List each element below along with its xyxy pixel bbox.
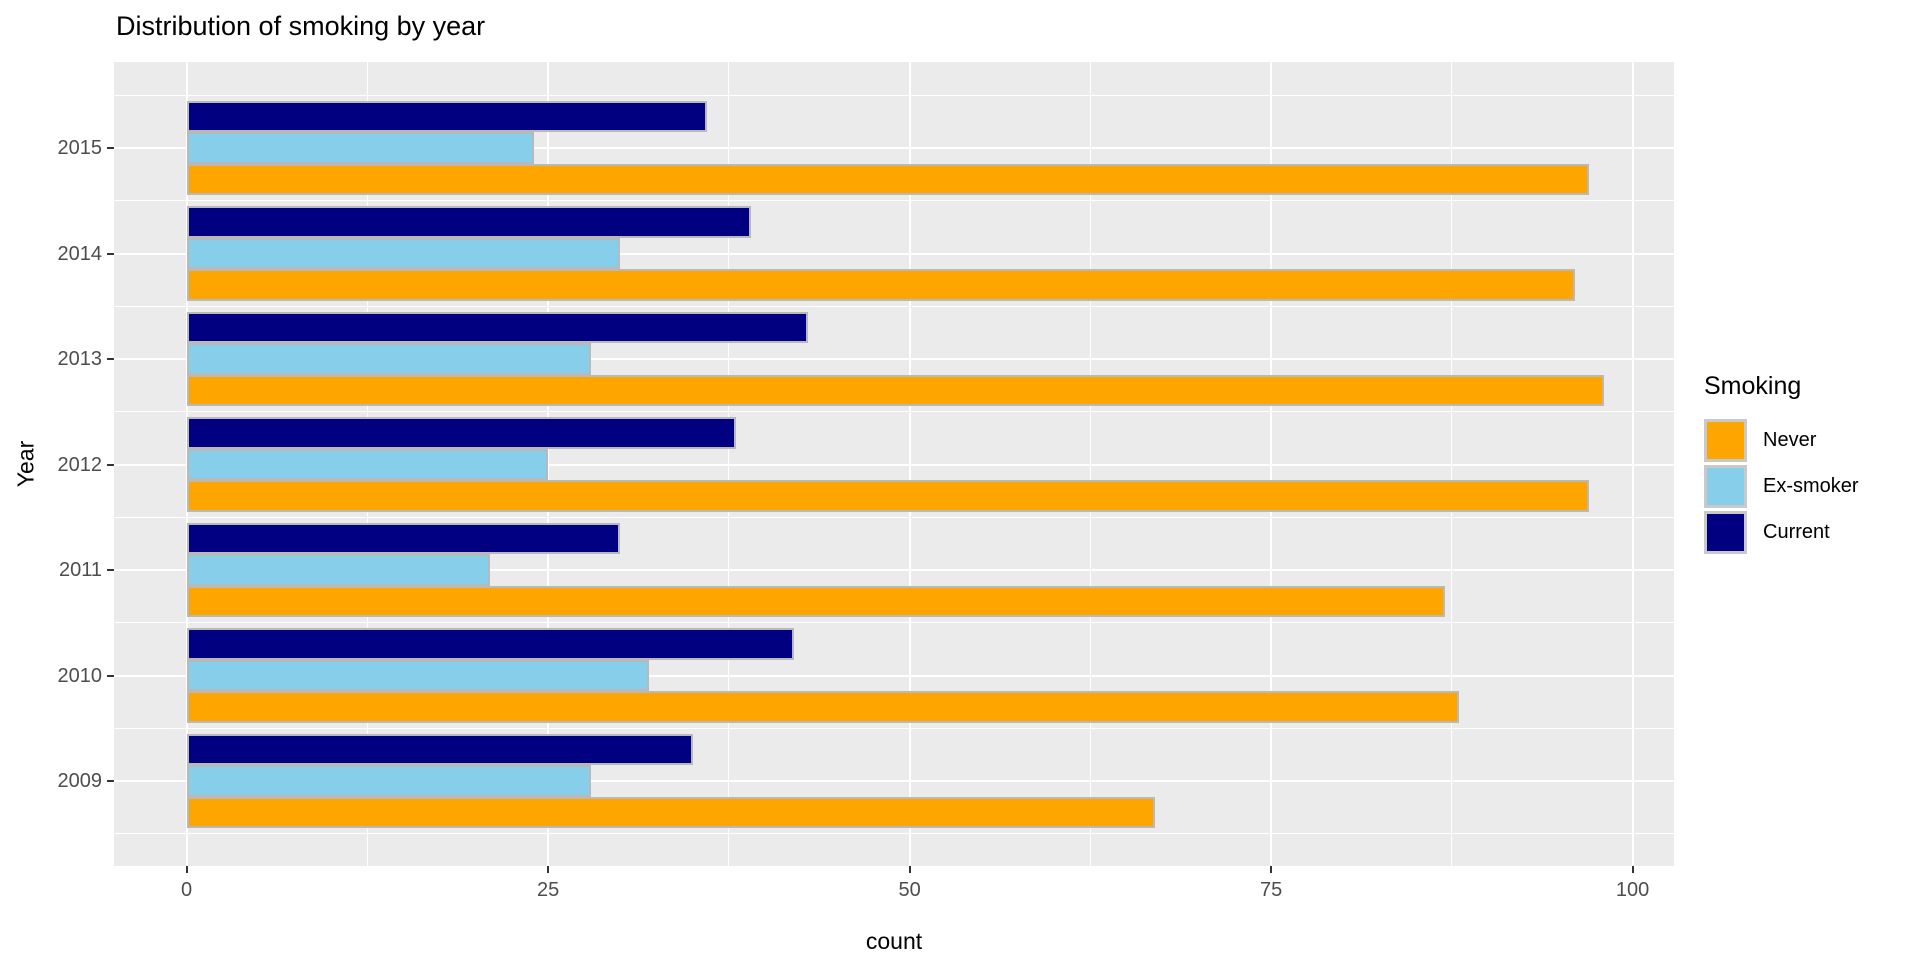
bar-2012-ex-smoker <box>186 448 549 481</box>
legend-key-ex-smoker <box>1704 465 1747 508</box>
bar-2015-current <box>186 100 708 133</box>
y-tick-label: 2013 <box>57 348 103 370</box>
bar-2011-ex-smoker <box>186 554 491 586</box>
y-gridline-major <box>114 674 1674 677</box>
x-tick <box>185 866 188 873</box>
bar-2012-never <box>186 480 1590 512</box>
y-tick-label: 2014 <box>57 242 103 265</box>
legend-key-current <box>1704 511 1747 554</box>
y-tick <box>107 674 114 677</box>
x-tick <box>908 866 911 873</box>
y-gridline-major <box>114 147 1674 149</box>
x-tick-label: 100 <box>1615 879 1650 901</box>
legend: Smoking Never Ex-smoker Current <box>1704 372 1918 557</box>
bar-2011-current <box>186 522 621 555</box>
bar-2010-never <box>186 691 1460 723</box>
y-gridline-major <box>114 358 1674 360</box>
y-gridline-minor <box>114 622 1674 624</box>
y-gridline-minor <box>114 411 1674 413</box>
bar-2010-ex-smoker <box>186 659 650 692</box>
legend-title: Smoking <box>1704 372 1802 400</box>
y-tick <box>107 569 114 571</box>
bar-2009-current <box>186 733 693 766</box>
bar-2015-never <box>186 163 1590 196</box>
bar-2014-ex-smoker <box>186 237 621 270</box>
x-tick-label: 0 <box>181 879 193 901</box>
bar-2015-ex-smoker <box>186 132 534 164</box>
y-gridline-minor <box>114 516 1674 518</box>
legend-entries: Never Ex-smoker Current <box>1704 419 1918 554</box>
x-tick-label: 75 <box>1259 879 1283 901</box>
bar-2013-never <box>186 374 1604 407</box>
x-tick-label: 50 <box>898 879 921 901</box>
y-tick <box>107 252 114 255</box>
y-gridline-minor <box>114 94 1674 96</box>
y-gridline-major <box>114 252 1674 255</box>
x-tick-label: 25 <box>536 879 560 901</box>
y-gridline-minor <box>114 833 1674 835</box>
bar-2010-current <box>186 628 794 660</box>
legend-label: Current <box>1763 521 1830 543</box>
bar-2009-never <box>186 796 1156 829</box>
y-tick-label: 2009 <box>57 770 103 792</box>
legend-label: Never <box>1763 429 1817 451</box>
y-tick <box>107 358 114 360</box>
legend-entry: Ex-smoker <box>1704 465 1918 508</box>
y-gridline-major <box>114 463 1674 466</box>
bar-2009-ex-smoker <box>186 765 592 797</box>
x-tick <box>1270 866 1273 873</box>
bar-2013-current <box>186 311 809 344</box>
x-tick <box>547 866 550 873</box>
y-tick-label: 2012 <box>57 453 103 476</box>
y-gridline-major <box>114 569 1674 571</box>
legend-entry: Current <box>1704 511 1918 554</box>
bar-2011-never <box>186 585 1445 618</box>
chart-title: Distribution of smoking by year <box>116 11 486 41</box>
y-tick <box>107 780 114 782</box>
legend-key-never <box>1704 419 1747 462</box>
y-tick-label: 2015 <box>57 137 103 159</box>
y-gridline-major <box>114 780 1674 782</box>
x-tick <box>1631 866 1634 873</box>
y-tick <box>107 463 114 466</box>
bar-2013-ex-smoker <box>186 343 592 375</box>
y-tick <box>107 147 114 149</box>
y-tick-label: 2011 <box>58 559 102 581</box>
bar-2014-current <box>186 206 751 238</box>
y-tick-label: 2010 <box>57 664 103 687</box>
x-axis-title: count <box>865 928 923 954</box>
y-gridline-minor <box>114 200 1674 202</box>
bar-2012-current <box>186 417 737 449</box>
plot-panel <box>114 62 1674 866</box>
legend-label: Ex-smoker <box>1763 475 1859 497</box>
y-gridline-minor <box>114 727 1674 729</box>
bar-2014-never <box>186 269 1575 301</box>
y-gridline-minor <box>114 305 1674 307</box>
legend-entry: Never <box>1704 419 1918 462</box>
